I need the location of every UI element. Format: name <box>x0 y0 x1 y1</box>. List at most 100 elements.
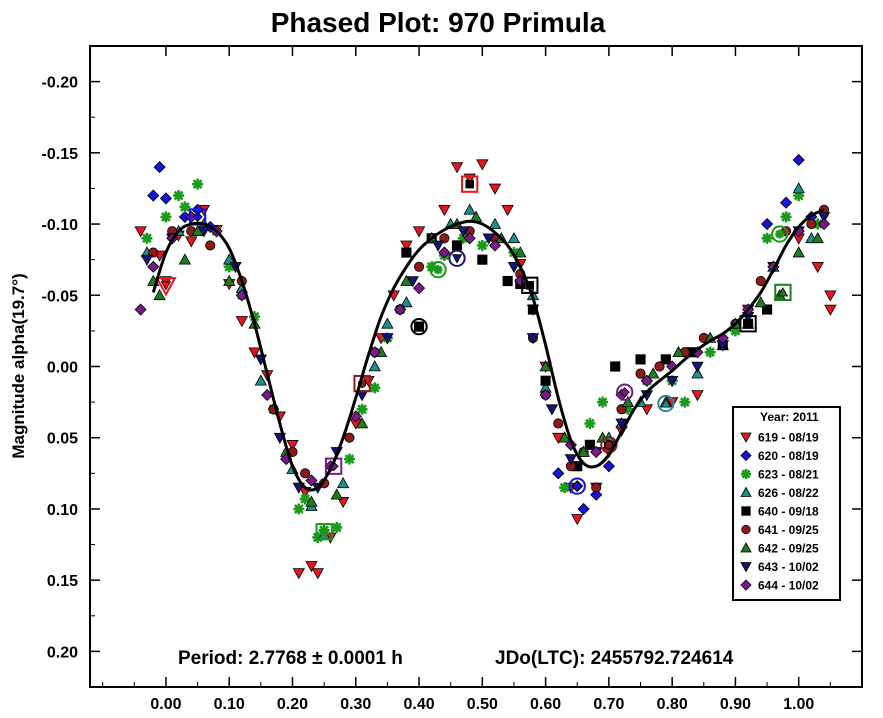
data-point <box>602 460 615 473</box>
data-point <box>488 239 502 252</box>
legend-marker <box>740 486 752 497</box>
data-point <box>501 205 514 217</box>
data-point <box>401 247 412 258</box>
y-tick-label: 0.00 <box>47 360 78 377</box>
data-point <box>223 253 236 265</box>
data-point <box>679 396 691 408</box>
data-point <box>413 261 425 272</box>
highlighted-point-inner <box>160 281 172 291</box>
data-point <box>754 296 767 308</box>
data-point <box>540 375 551 386</box>
data-point <box>450 162 464 174</box>
data-point <box>482 233 495 245</box>
data-point <box>502 275 513 287</box>
data-point <box>178 253 192 265</box>
data-point <box>476 159 489 171</box>
data-point <box>761 232 773 244</box>
y-tick-label: 0.10 <box>47 502 78 519</box>
data-point <box>438 246 451 259</box>
highlighted-point <box>155 277 177 297</box>
data-point <box>368 360 381 372</box>
highlighted-point-inner <box>414 322 424 331</box>
x-axis: 0.00 0.10 0.20 0.30 0.40 0.50 0.60 0.70 0.80 0.90… <box>102 46 831 713</box>
legend-entry-label: 641 - 09/25 <box>758 523 819 537</box>
legend-entry-label: 620 - 08/19 <box>758 449 819 463</box>
data-point <box>311 568 324 580</box>
data-point <box>192 178 204 190</box>
data-point <box>248 347 261 359</box>
y-tick-label: -0.05 <box>42 288 79 305</box>
data-point <box>597 396 609 408</box>
legend: Year: 2011 619 - 08/19 620 - 08/19 623 - 0… <box>732 406 841 601</box>
data-point <box>691 361 704 373</box>
data-point <box>817 217 831 231</box>
highlighted-point-inner <box>433 265 443 275</box>
highlighted-point <box>410 317 428 336</box>
data-point <box>564 454 578 466</box>
highlighted-point-inner <box>660 398 672 408</box>
data-point <box>635 354 646 365</box>
data-point <box>412 226 426 238</box>
data-point <box>286 440 299 452</box>
y-tick-label: 0.15 <box>47 573 78 590</box>
data-point <box>393 303 407 316</box>
data-point <box>400 296 413 308</box>
epoch-annotation: JDo(LTC): 2455792.724614 <box>495 648 734 669</box>
data-point <box>412 282 426 295</box>
data-point <box>647 367 660 379</box>
legend-entry-label: 640 - 09/18 <box>758 505 819 519</box>
data-point <box>369 382 381 394</box>
data-point <box>336 497 350 509</box>
highlighted-point-inner <box>604 440 614 450</box>
x-tick-label: 0.80 <box>657 696 688 713</box>
data-point <box>488 217 502 229</box>
data-point <box>134 226 147 238</box>
data-point <box>477 254 488 265</box>
highlighted-point <box>315 523 333 541</box>
x-tick-label: 0.20 <box>277 696 308 713</box>
data-point <box>438 205 451 217</box>
legend-entry-label: 644 - 10/02 <box>758 579 819 593</box>
data-point <box>153 161 166 174</box>
data-point <box>476 239 488 251</box>
data-point <box>457 226 470 238</box>
highlighted-point <box>461 175 479 193</box>
data-point <box>355 417 369 429</box>
data-point <box>514 246 527 258</box>
data-point <box>141 232 153 244</box>
data-point <box>559 482 571 494</box>
data-point <box>305 561 318 573</box>
data-point <box>590 445 603 459</box>
legend-marker <box>741 506 751 516</box>
data-point <box>704 346 716 358</box>
data-point <box>179 201 191 213</box>
fit-curve <box>151 208 825 492</box>
legend-marker <box>740 449 752 462</box>
legend-marker <box>740 542 752 553</box>
y-tick-label: 0.05 <box>47 431 78 448</box>
data-point <box>660 354 671 365</box>
data-point <box>558 431 571 443</box>
data-point <box>665 375 679 388</box>
highlighted-point <box>616 383 634 401</box>
data-point <box>507 231 521 244</box>
highlighted-point-inner <box>192 211 203 222</box>
data-point <box>755 275 766 287</box>
highlighted-point <box>429 260 447 279</box>
data-point <box>331 521 343 533</box>
data-point <box>792 246 805 258</box>
legend-title: Year: 2011 <box>760 410 819 424</box>
data-point <box>159 192 173 205</box>
data-point <box>610 361 621 372</box>
data-point <box>305 474 318 487</box>
data-point <box>571 514 584 526</box>
x-tick-label: 0.10 <box>214 696 245 713</box>
data-point <box>343 453 355 465</box>
data-point <box>344 432 355 443</box>
legend-box <box>732 406 841 601</box>
data-point <box>553 418 564 429</box>
data-point <box>806 218 817 230</box>
data-point <box>300 468 311 479</box>
data-point <box>173 190 185 202</box>
